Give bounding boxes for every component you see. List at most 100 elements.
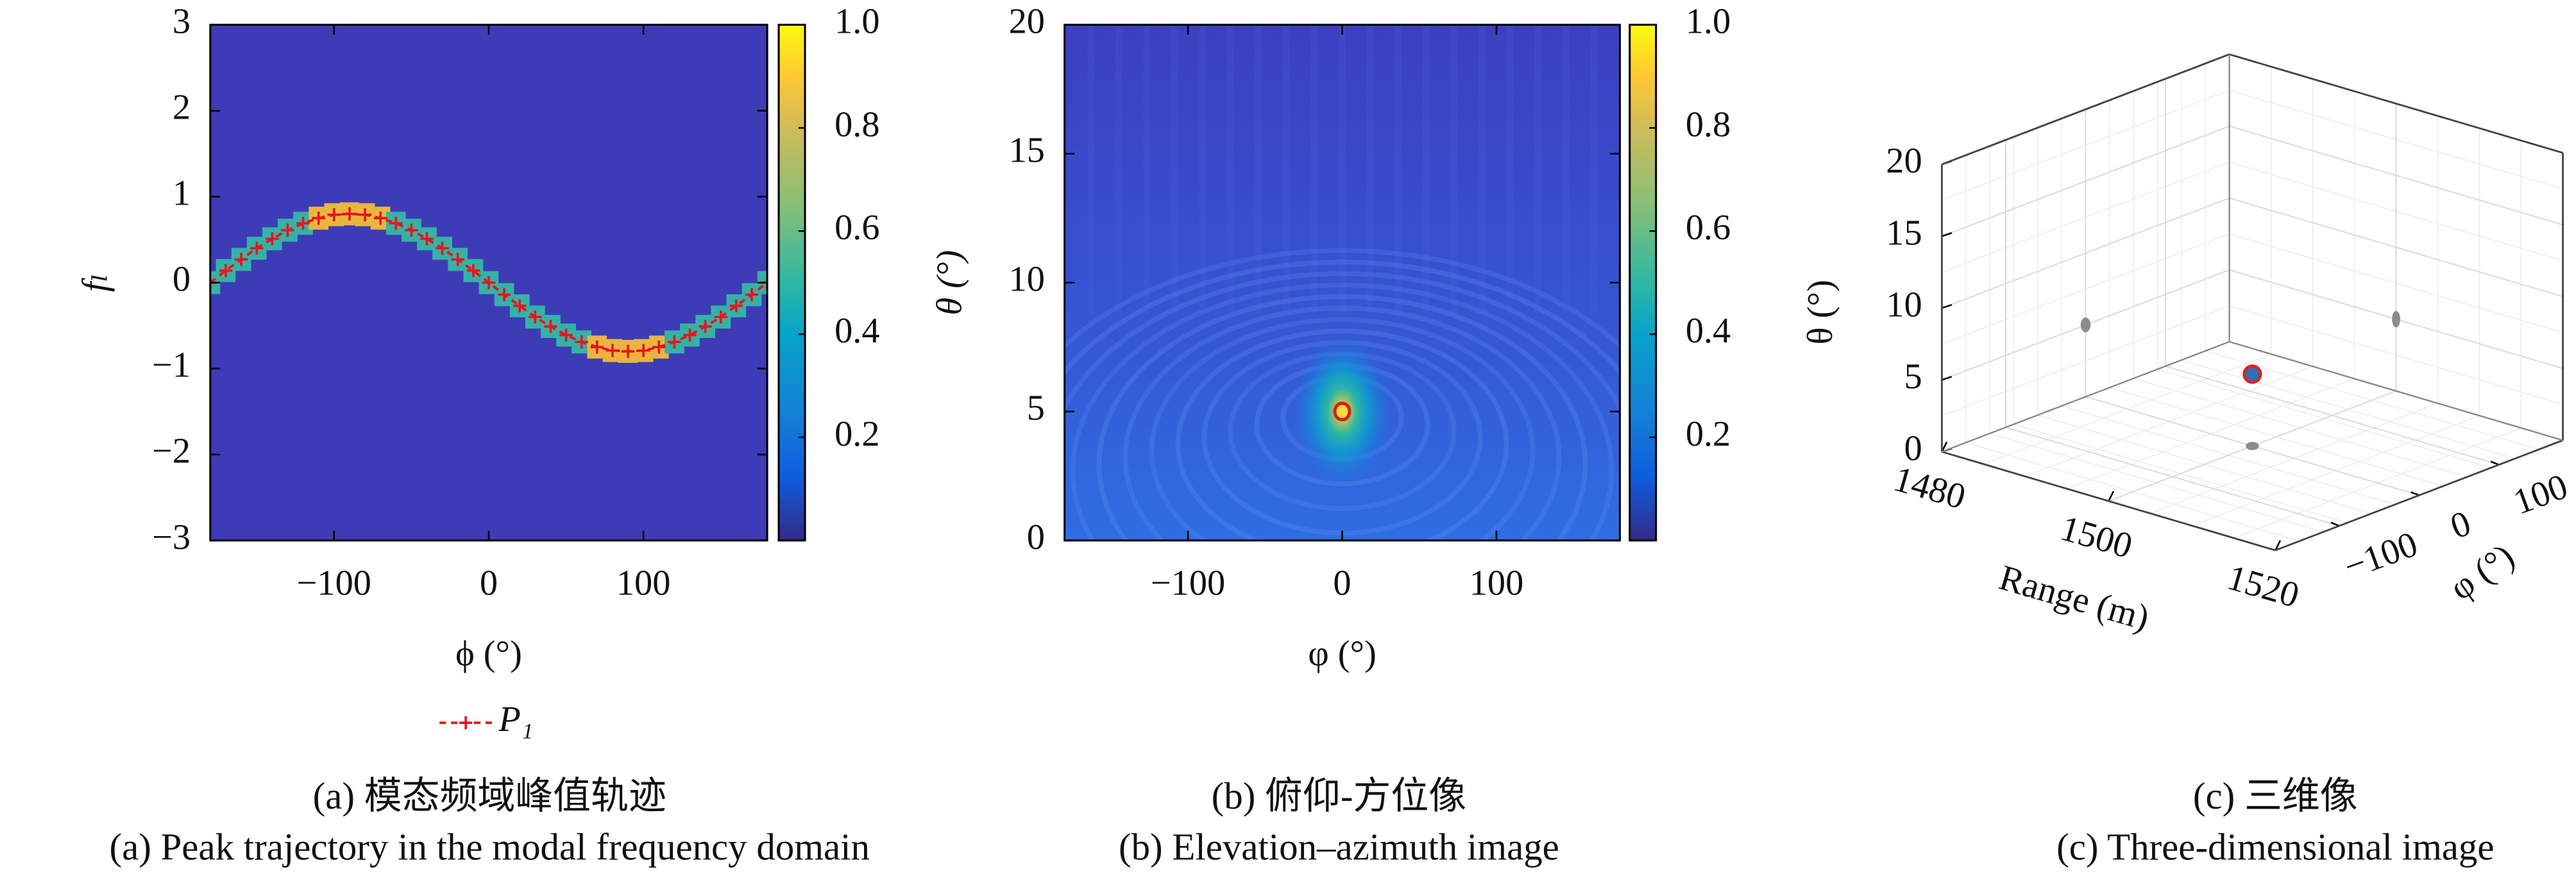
trajectory-marker (636, 344, 650, 357)
caption-zh: (a) 模态频域峰值轨迹 (313, 775, 666, 817)
box-edge (1941, 53, 2230, 165)
y-tick (2330, 521, 2340, 527)
trajectory-marker (266, 232, 279, 246)
trajectory-marker (327, 208, 341, 222)
y-tick-label: 20 (1009, 2, 1045, 42)
caption-zh: (c) 三维像 (2193, 775, 2358, 817)
trajectory-marker (529, 310, 542, 324)
colorbar-tick-label: 0.8 (1686, 105, 1731, 144)
trajectory-marker (714, 310, 727, 324)
z-tick-label: 20 (1886, 141, 1922, 181)
y-tick-label: 1 (173, 174, 191, 214)
colorbar (777, 24, 806, 542)
ripple (1175, 328, 1509, 541)
plot-area (210, 24, 768, 541)
data-point (2242, 364, 2262, 384)
caption-en: (a) Peak trajectory in the modal frequen… (109, 826, 870, 868)
box-edge (2229, 53, 2563, 154)
z-tick-label: 15 (1886, 213, 1922, 253)
trajectory-marker (699, 319, 712, 333)
grid-line (2165, 366, 2500, 466)
y-tick-label: −1 (152, 346, 191, 385)
y-tick-label: 5 (1027, 389, 1045, 428)
z-axis-label: θ (°) (1801, 280, 1840, 344)
grid-line (1942, 125, 2230, 237)
caption-en: (c) Three-dimensional image (2056, 826, 2494, 868)
y-tick-label: 0 (2445, 503, 2476, 547)
colorbar-tick-label: 0.8 (835, 105, 879, 144)
trajectory-marker (358, 208, 372, 222)
x-tick (2275, 540, 2282, 551)
colorbar-tick-label: 1.0 (1686, 2, 1731, 42)
x-tick-label: 0 (480, 563, 498, 603)
z-tick-label: 10 (1886, 285, 1922, 324)
y-tick-label: 15 (1009, 131, 1045, 171)
x-tick-label: 1500 (2056, 508, 2137, 567)
x-tick-label: −100 (297, 563, 371, 603)
ripple (1064, 259, 1620, 376)
y-tick-label: 2 (173, 88, 191, 128)
grid-line (2229, 197, 2563, 298)
box-edge (2229, 340, 2563, 441)
trajectory-marker (668, 335, 681, 349)
y-tick-label: −2 (152, 432, 191, 471)
trajectory-marker (389, 217, 403, 230)
projection-point (2392, 310, 2400, 328)
colorbar-tick-label: 0.6 (1686, 208, 1731, 248)
box-edge (1941, 340, 2230, 453)
z-tick (1941, 376, 1953, 381)
trajectory-marker (466, 264, 480, 278)
x-tick-label: 1480 (1890, 459, 1970, 517)
legend-label: P₁ (498, 700, 533, 739)
colorbar-tick-label: 0.2 (835, 414, 879, 454)
y-tick-label: 100 (2508, 467, 2573, 523)
colorbar-tick-label: 0.6 (835, 208, 879, 248)
ripple (1123, 305, 1562, 541)
trajectory-marker (729, 299, 743, 313)
x-tick-label: 100 (616, 563, 671, 603)
z-tick (1941, 232, 1953, 237)
trajectory-marker (559, 328, 573, 342)
projection-point (2246, 442, 2259, 450)
x-tick-label: 100 (1470, 563, 1523, 603)
x-axis-label: ϕ (°) (455, 634, 522, 674)
x-tick-label: 0 (1333, 563, 1351, 603)
colorbar-tick-label: 1.0 (835, 2, 879, 42)
plot-area (1064, 24, 1620, 541)
trajectory-marker (544, 319, 557, 333)
y-axis-label: fₗ (76, 273, 115, 292)
trajectory-marker (683, 328, 697, 342)
projection-point (2080, 317, 2091, 333)
x-tick-label: 1520 (2223, 557, 2303, 616)
trajectory-marker (513, 299, 527, 313)
caption-zh: (b) 俯仰-方位像 (1212, 775, 1466, 817)
y-tick (2490, 460, 2500, 466)
trajectory-marker (652, 340, 666, 354)
grid-line (1942, 197, 2230, 309)
trajectory-marker (436, 241, 449, 255)
ripple (1149, 317, 1536, 541)
trajectory-marker (745, 288, 759, 301)
trajectory-marker (281, 223, 294, 237)
y-tick-label: 3 (173, 2, 191, 42)
x-axis-label: φ (°) (1308, 634, 1377, 674)
z-tick-label: 5 (1904, 357, 1922, 396)
ripple (1064, 271, 1620, 413)
x-tick-label: −100 (1151, 563, 1225, 603)
caption-en: (b) Elevation–azimuth image (1119, 826, 1559, 868)
y-tick-label: −100 (2339, 525, 2423, 587)
trajectory-marker (219, 264, 233, 278)
ripple (1064, 248, 1620, 349)
ripple (1070, 282, 1614, 541)
x-axis-label: Range (m) (1995, 558, 2153, 639)
trajectory-marker (451, 253, 464, 266)
trajectory-marker (373, 211, 387, 225)
z-tick (1941, 304, 1953, 309)
y-tick (2411, 491, 2419, 496)
colorbar-tick-label: 0.4 (835, 311, 879, 351)
box-edge (1941, 451, 2276, 551)
trajectory-marker (482, 276, 496, 289)
trajectory-marker (575, 335, 588, 349)
box-edge (2275, 439, 2564, 551)
